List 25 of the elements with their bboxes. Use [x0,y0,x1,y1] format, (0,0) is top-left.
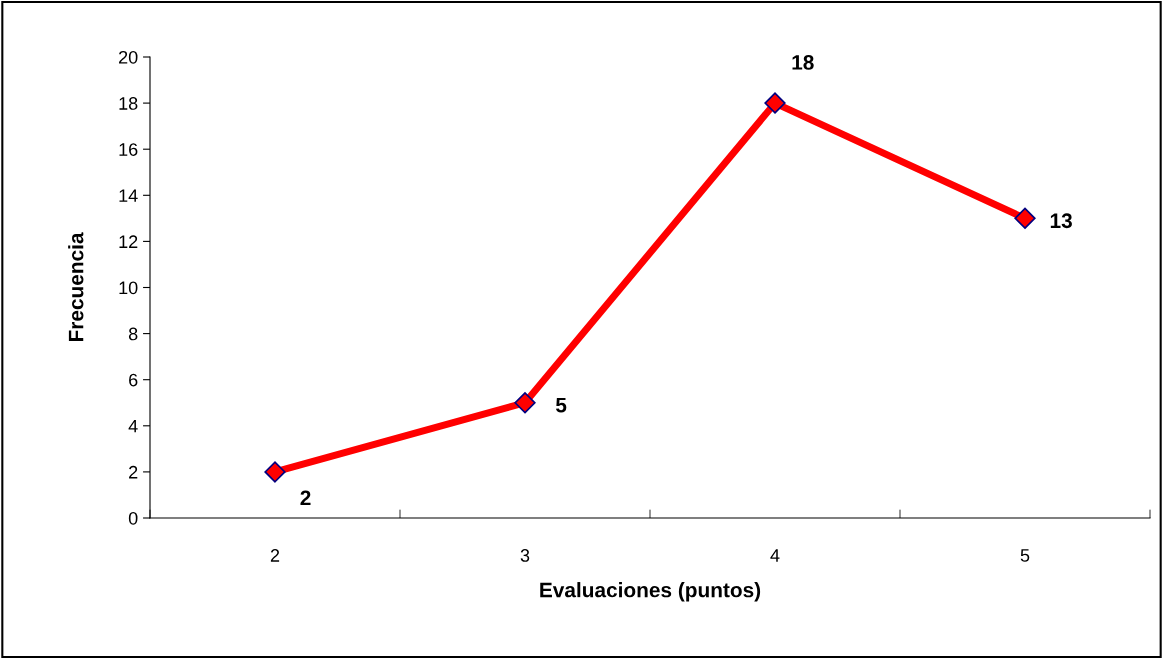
point [1014,207,1036,230]
x-tick-label: 2 [270,549,280,562]
y-tick-label: 14 [119,189,138,202]
y-tick-label: 20 [119,50,138,64]
x-axis-title: Evaluaciones (puntos) [540,582,761,602]
y-tick-label: 18 [119,97,138,110]
data-label: 18 [792,55,814,70]
y-axis-title: Frecuencia [68,232,84,342]
x-tick-label: 4 [770,549,780,562]
y-tick-label: 10 [119,281,138,295]
y-tick-label: 8 [128,327,138,341]
point [514,392,536,414]
y-tick-label: 16 [119,143,138,156]
y-tick-label: 4 [128,419,138,433]
y-tick-label: 0 [128,511,138,525]
y-tick-label: 2 [129,465,138,479]
data-label: 5 [555,397,567,413]
data-label: 13 [1050,213,1072,229]
y-tick-label: 6 [129,373,138,387]
point [764,92,786,114]
x-tick-label: 5 [1020,549,1030,562]
y-tick-label: 12 [119,235,138,248]
x-tick-label: 3 [520,549,530,562]
data-label: 2 [300,490,311,506]
point [264,461,286,483]
